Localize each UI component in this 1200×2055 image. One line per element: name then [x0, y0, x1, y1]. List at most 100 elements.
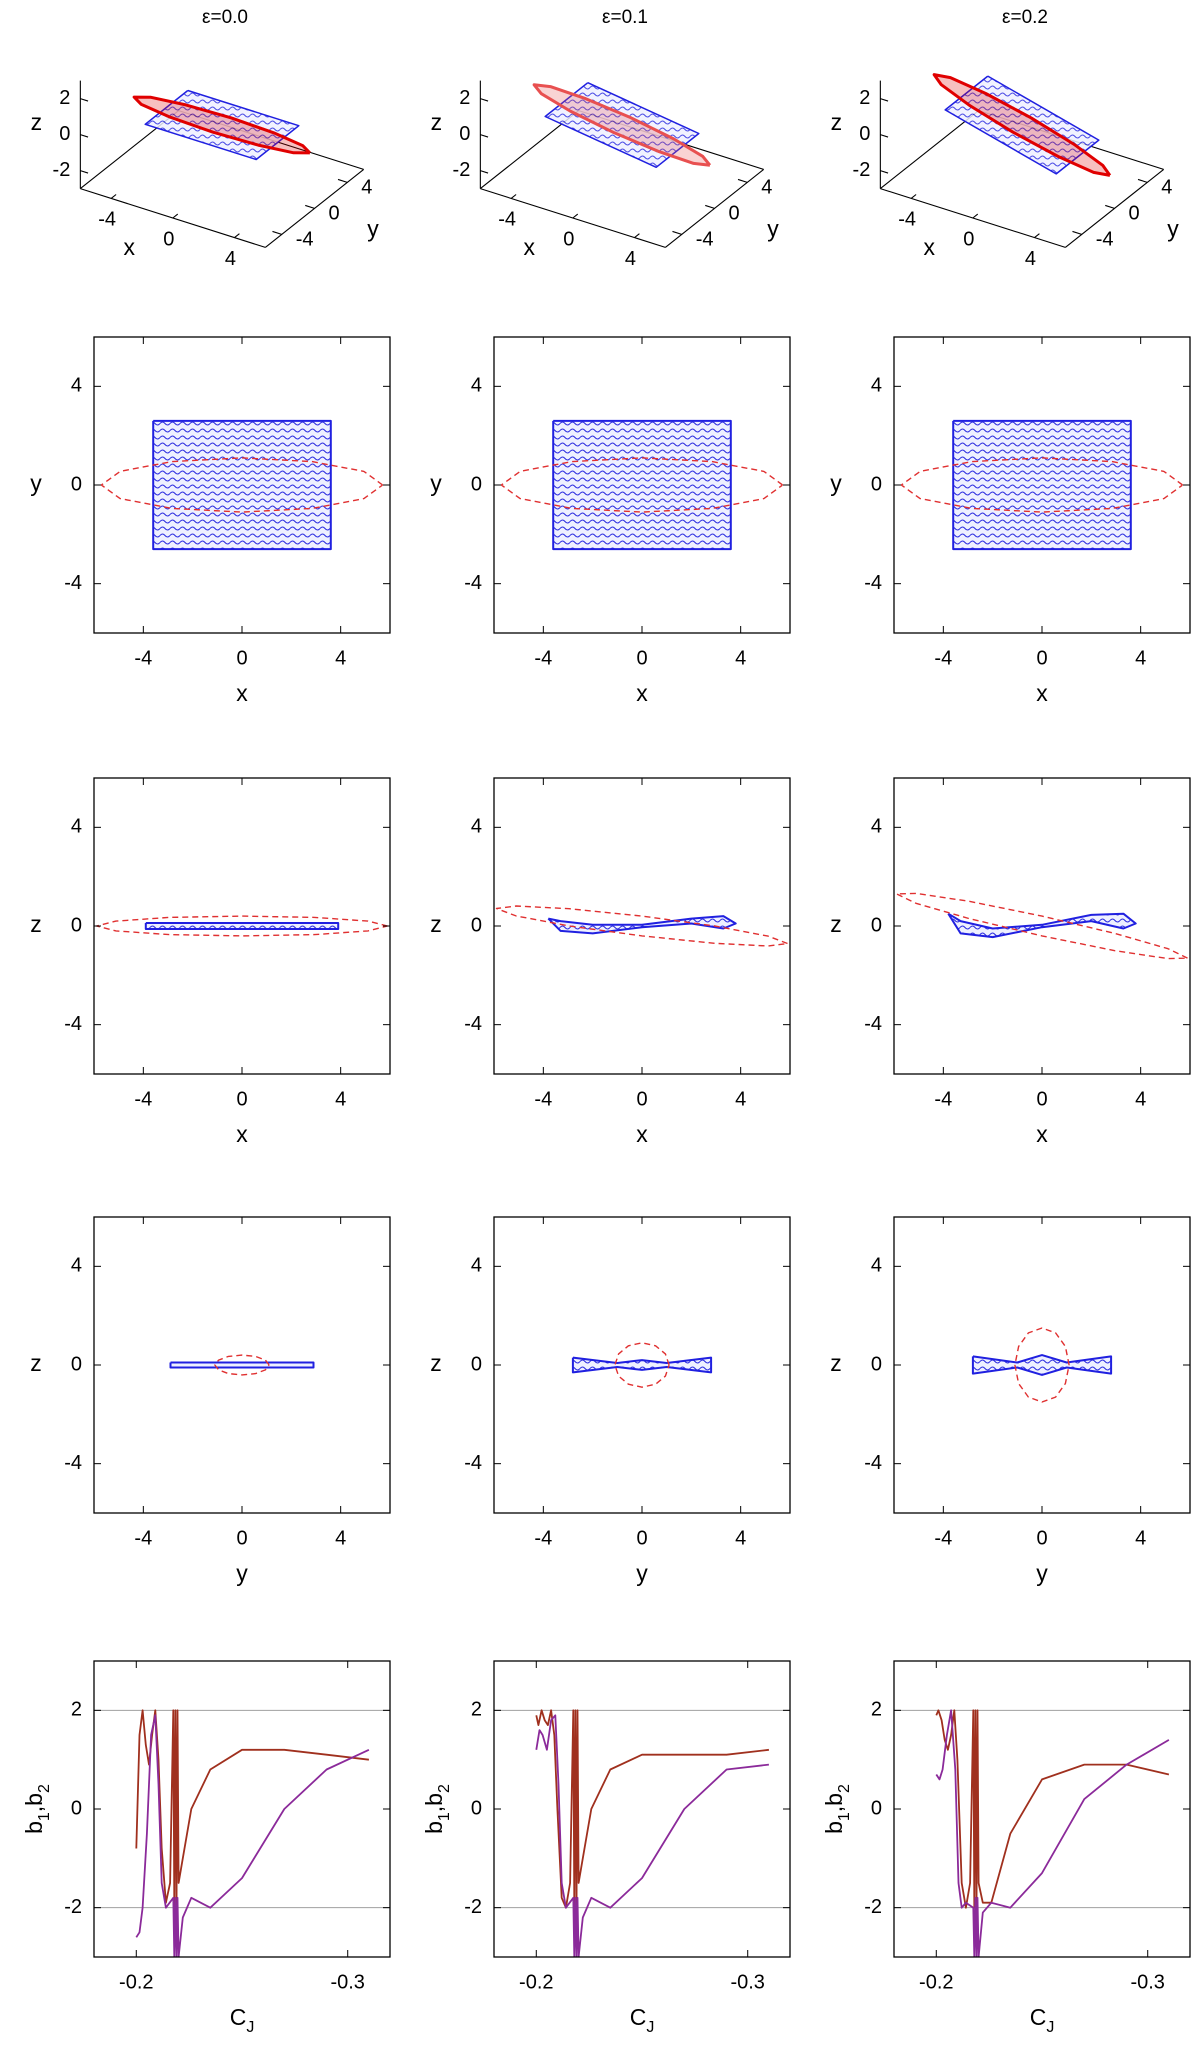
x-axis-label: CJ — [630, 2004, 655, 2036]
y-tick — [1105, 204, 1115, 209]
x-tick-label: -4 — [898, 209, 916, 231]
y-tick-label: 0 — [71, 473, 82, 495]
y-axis-label: z — [30, 911, 42, 937]
y-axis-label-part: ,b — [21, 1793, 47, 1812]
x-axis-label-part: J — [1046, 2019, 1054, 2036]
x-tick — [510, 194, 517, 199]
x-axis-label-part: J — [246, 2019, 254, 2036]
x-axis-label: CJ — [1030, 2004, 1055, 2036]
y-tick-label: 0 — [471, 473, 482, 495]
x-tick-label: 4 — [335, 647, 346, 669]
panel-title: ε=0.0 — [202, 7, 248, 28]
y-tick-label: -4 — [296, 229, 314, 251]
x-axis-label: x — [636, 1121, 648, 1147]
y-axis-label: y — [767, 216, 779, 242]
x-axis-label: CJ — [230, 2004, 255, 2036]
x-tick — [172, 213, 179, 219]
x-tick-label: 4 — [735, 1527, 746, 1549]
y-axis-label: z — [430, 911, 442, 937]
x-tick-label: 4 — [1135, 1527, 1146, 1549]
x-tick-label: -0.3 — [730, 1971, 764, 1993]
x-tick-label: 4 — [335, 1527, 346, 1549]
y-tick-label: -4 — [464, 1013, 482, 1035]
y-tick-label: 4 — [761, 177, 772, 199]
y-tick-label: 4 — [361, 177, 372, 199]
z-tick-label: -2 — [853, 159, 871, 181]
z-tick-label: 2 — [459, 87, 470, 109]
z-tick — [880, 98, 889, 102]
y-tick-label: 2 — [71, 1699, 82, 1721]
x-tick-label: -0.3 — [330, 1971, 364, 1993]
y-tick-label: 0 — [871, 1353, 882, 1375]
x-tick-label: 4 — [1135, 647, 1146, 669]
y-axis-label-part: ,b — [821, 1793, 847, 1812]
x-tick-label: 0 — [563, 228, 574, 250]
z-tick-label: -2 — [53, 159, 71, 181]
series-line — [935, 1709, 1170, 1957]
ellipse-curve — [214, 1354, 270, 1376]
y-tick-label: -4 — [464, 572, 482, 594]
z-tick-label: 0 — [459, 123, 470, 145]
y-axis-label-part: b — [821, 1821, 847, 1834]
ellipse-curve — [895, 892, 1188, 960]
x-tick-label: 0 — [236, 1088, 247, 1110]
y-axis-label-part: 1 — [436, 1812, 453, 1821]
y-tick — [672, 230, 682, 235]
z-axis-label: z — [31, 109, 43, 135]
z-tick — [480, 170, 489, 174]
y-axis-label: y — [367, 216, 379, 242]
x-tick-label: -4 — [934, 1527, 952, 1549]
y-tick-label: 0 — [71, 1353, 82, 1375]
y-tick — [305, 204, 315, 209]
x-tick-label: 0 — [636, 647, 647, 669]
y-tick-label: 4 — [71, 1255, 82, 1277]
x-tick-label: -4 — [534, 647, 552, 669]
z-tick-label: 0 — [859, 123, 870, 145]
z-tick — [80, 134, 89, 138]
y-axis-label-part: 1 — [36, 1812, 53, 1821]
x-axis-label: x — [636, 680, 648, 706]
z-axis-label: z — [831, 109, 843, 135]
y-tick-label: 0 — [471, 1797, 482, 1819]
y-tick-label: -2 — [464, 1896, 482, 1918]
x-tick — [110, 194, 117, 199]
y-tick-label: 4 — [871, 375, 882, 397]
x-tick-label: 0 — [1036, 1527, 1047, 1549]
ellipse-curve — [614, 1342, 670, 1388]
z-tick-label: 0 — [59, 123, 70, 145]
z-tick — [80, 98, 89, 102]
x-axis-label: y — [636, 1560, 648, 1586]
y-axis-label: y — [1167, 216, 1179, 242]
y-tick — [705, 204, 715, 209]
y-tick — [272, 230, 282, 235]
x-tick-label: 0 — [1036, 1088, 1047, 1110]
y-tick-label: 0 — [871, 473, 882, 495]
x-tick-label: 4 — [335, 1088, 346, 1110]
x-tick-label: 0 — [236, 647, 247, 669]
y-tick-label: 0 — [728, 203, 739, 225]
series-line — [135, 1709, 370, 1909]
base-edge — [664, 168, 765, 248]
x-tick-label: -0.2 — [519, 1971, 553, 1993]
y-tick-label: 0 — [471, 1353, 482, 1375]
orbit-region — [947, 912, 1137, 939]
y-tick-label: 4 — [1161, 177, 1172, 199]
ellipse-curve — [900, 457, 1184, 513]
ellipse-curve — [500, 457, 784, 513]
z-tick-label: 2 — [59, 87, 70, 109]
x-tick-label: -4 — [534, 1088, 552, 1110]
y-tick-label: 0 — [471, 914, 482, 936]
x-tick-label: 0 — [1036, 647, 1047, 669]
x-axis-label: x — [1036, 680, 1048, 706]
y-tick-label: 4 — [871, 1255, 882, 1277]
y-tick-label: -4 — [696, 229, 714, 251]
ellipse-curve — [100, 457, 384, 513]
y-axis-label: z — [30, 1350, 42, 1376]
y-axis-label: z — [830, 1350, 842, 1376]
y-tick-label: -4 — [464, 1452, 482, 1474]
x-tick-label: -4 — [498, 209, 516, 231]
orbit-region — [571, 1356, 713, 1374]
x-tick — [1034, 233, 1040, 239]
